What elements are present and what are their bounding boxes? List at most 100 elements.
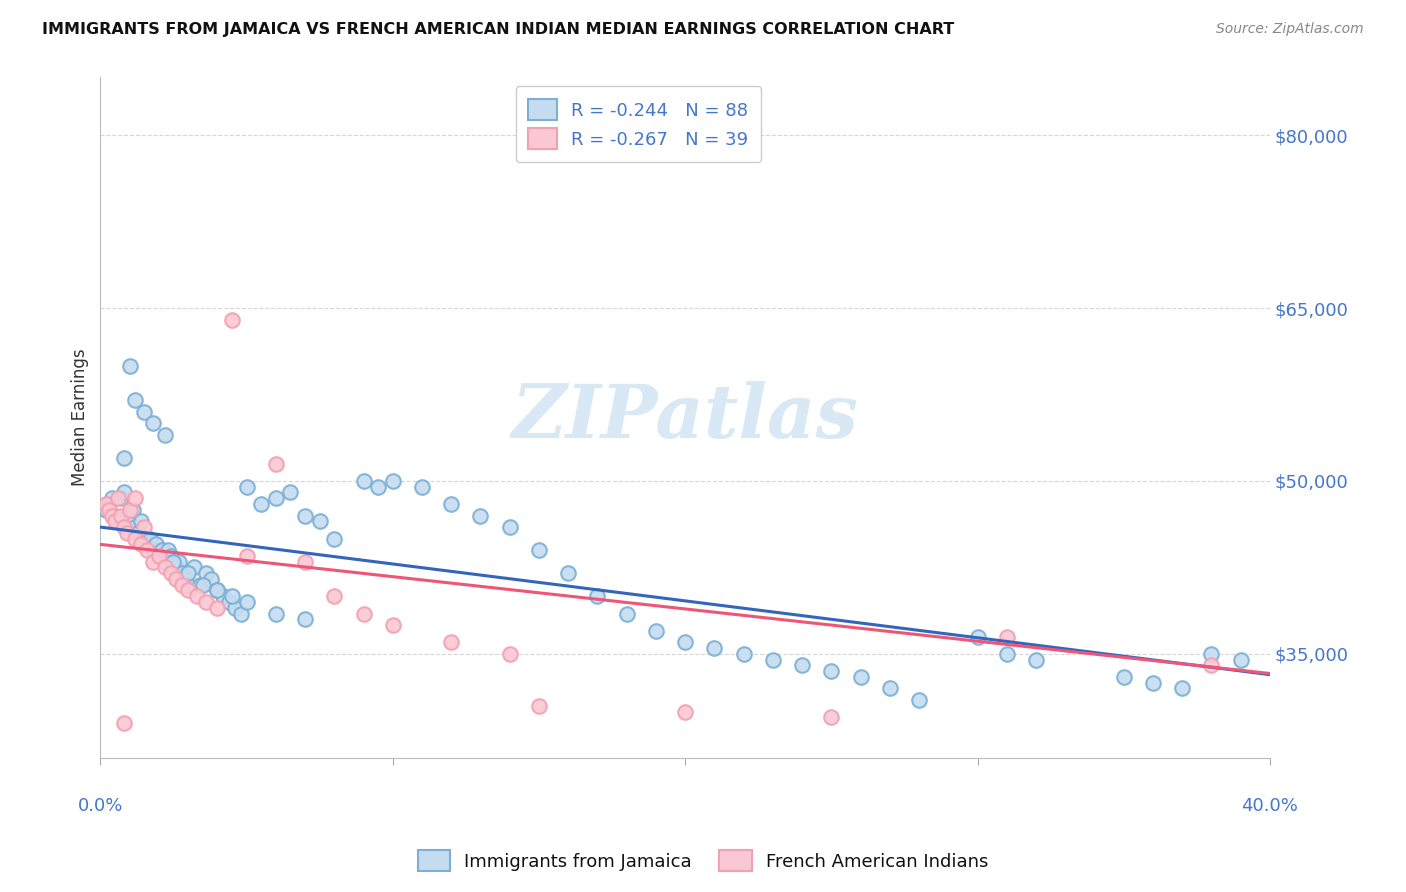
Point	[118, 514, 141, 528]
Point	[200, 572, 222, 586]
Point	[470, 508, 492, 523]
Point	[353, 474, 375, 488]
Point	[224, 600, 246, 615]
Point	[995, 630, 1018, 644]
Point	[148, 549, 170, 563]
Point	[440, 497, 463, 511]
Point	[110, 508, 132, 523]
Point	[586, 589, 609, 603]
Point	[153, 555, 176, 569]
Point	[218, 595, 240, 609]
Point	[124, 393, 146, 408]
Point	[165, 572, 187, 586]
Point	[162, 555, 184, 569]
Point	[104, 508, 127, 523]
Point	[1201, 647, 1223, 661]
Point	[229, 607, 252, 621]
Point	[115, 508, 138, 523]
Point	[142, 555, 165, 569]
Point	[235, 549, 257, 563]
Point	[381, 474, 404, 488]
Point	[169, 555, 191, 569]
Point	[367, 480, 389, 494]
Point	[177, 578, 200, 592]
Point	[134, 405, 156, 419]
Point	[645, 624, 668, 638]
Point	[194, 566, 217, 581]
Point	[172, 566, 194, 581]
Point	[1112, 670, 1135, 684]
Point	[186, 589, 208, 603]
Point	[110, 491, 132, 506]
Text: ZIPatlas: ZIPatlas	[512, 381, 859, 454]
Point	[879, 681, 901, 696]
Point	[235, 595, 257, 609]
Point	[353, 607, 375, 621]
Point	[107, 514, 129, 528]
Point	[112, 716, 135, 731]
Text: IMMIGRANTS FROM JAMAICA VS FRENCH AMERICAN INDIAN MEDIAN EARNINGS CORRELATION CH: IMMIGRANTS FROM JAMAICA VS FRENCH AMERIC…	[42, 22, 955, 37]
Point	[733, 647, 755, 661]
Point	[156, 543, 179, 558]
Point	[323, 589, 346, 603]
Point	[177, 566, 200, 581]
Point	[165, 560, 187, 574]
Point	[115, 525, 138, 540]
Point	[162, 555, 184, 569]
Point	[499, 647, 522, 661]
Point	[294, 612, 316, 626]
Point	[142, 417, 165, 431]
Point	[129, 537, 152, 551]
Point	[177, 583, 200, 598]
Point	[820, 710, 842, 724]
Point	[280, 485, 302, 500]
Point	[98, 497, 121, 511]
Point	[323, 532, 346, 546]
Point	[1142, 675, 1164, 690]
Point	[101, 491, 124, 506]
Point	[159, 549, 181, 563]
Point	[191, 578, 214, 592]
Point	[411, 480, 433, 494]
Point	[194, 595, 217, 609]
Point	[790, 658, 813, 673]
Point	[207, 583, 229, 598]
Point	[134, 532, 156, 546]
Point	[112, 520, 135, 534]
Point	[127, 525, 149, 540]
Point	[112, 485, 135, 500]
Point	[107, 491, 129, 506]
Point	[124, 491, 146, 506]
Point	[150, 543, 173, 558]
Point	[557, 566, 579, 581]
Point	[112, 450, 135, 465]
Point	[250, 497, 273, 511]
Point	[134, 520, 156, 534]
Point	[153, 427, 176, 442]
Point	[1201, 658, 1223, 673]
Point	[121, 503, 143, 517]
Point	[308, 514, 330, 528]
Point	[264, 607, 287, 621]
Point	[188, 578, 211, 592]
Point	[294, 555, 316, 569]
Point	[136, 543, 159, 558]
Point	[96, 503, 118, 517]
Point	[995, 647, 1018, 661]
Point	[221, 589, 243, 603]
Point	[207, 600, 229, 615]
Point	[172, 578, 194, 592]
Point	[96, 497, 118, 511]
Point	[849, 670, 872, 684]
Legend: R = -0.244   N = 88, R = -0.267   N = 39: R = -0.244 N = 88, R = -0.267 N = 39	[516, 87, 761, 161]
Point	[762, 653, 785, 667]
Point	[527, 698, 550, 713]
Point	[136, 537, 159, 551]
Point	[118, 503, 141, 517]
Point	[703, 641, 725, 656]
Point	[908, 693, 931, 707]
Point	[148, 549, 170, 563]
Point	[820, 664, 842, 678]
Point	[673, 705, 696, 719]
Legend: Immigrants from Jamaica, French American Indians: Immigrants from Jamaica, French American…	[411, 843, 995, 879]
